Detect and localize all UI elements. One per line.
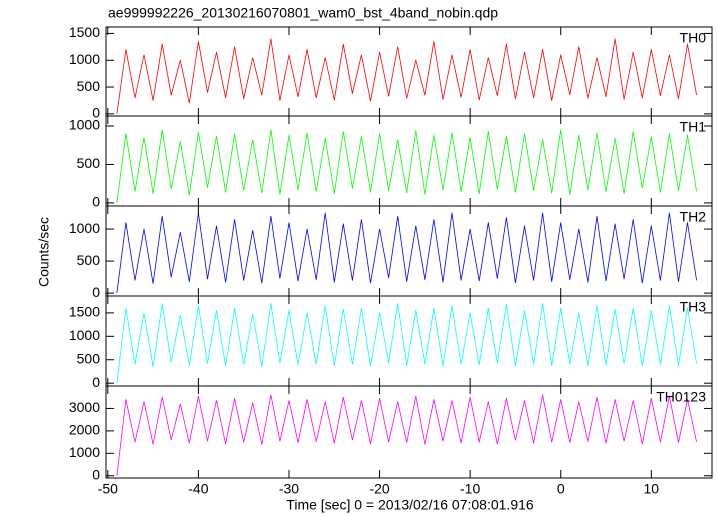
panel-frame [105,115,713,207]
panel-frame [105,205,713,297]
y-tick-label: 0 [92,374,100,390]
y-axis-label: Counts/sec [36,217,52,287]
y-tick-label: 1000 [69,117,100,133]
x-tick-label: -30 [279,481,299,497]
y-tick-label: 0 [92,466,100,482]
x-axis-label: Time [sec] 0 = 2013/02/16 07:08:01.916 [286,497,534,513]
y-tick-label: 0 [92,105,100,121]
series-label: TH0 [680,30,707,46]
y-tick-label: 1000 [69,327,100,343]
series-label: TH2 [680,209,707,225]
x-tick-label: 0 [557,481,565,497]
chart-title: ae999992226_20130216070801_wam0_bst_4ban… [108,5,498,21]
series-label: TH0123 [656,389,706,405]
series-label: TH3 [680,299,707,315]
y-tick-label: 1500 [69,24,100,40]
y-tick-label: 3000 [69,399,100,415]
panel-frame [105,26,713,117]
y-tick-label: 1000 [69,220,100,236]
series-label: TH1 [680,119,707,135]
y-tick-label: 500 [77,78,101,94]
light-curve [116,129,697,203]
x-tick-label: -50 [98,481,118,497]
y-tick-label: 0 [92,284,100,300]
light-curve [116,38,697,114]
y-tick-label: 0 [92,194,100,210]
x-tick-label: 10 [644,481,660,497]
y-tick-label: 1000 [69,444,100,460]
x-tick-label: -10 [460,481,480,497]
light-curve [116,212,697,294]
light-curve [116,303,697,384]
panel-frame [105,295,713,387]
x-tick-label: -20 [369,481,389,497]
y-tick-label: 1000 [69,51,100,67]
light-curve [116,394,697,476]
y-tick-label: 500 [77,350,101,366]
y-tick-label: 500 [77,252,101,268]
panel-frame [105,385,713,479]
x-tick-label: -40 [188,481,208,497]
y-tick-label: 2000 [69,422,100,438]
y-tick-label: 500 [77,155,101,171]
y-tick-label: 1500 [69,304,100,320]
